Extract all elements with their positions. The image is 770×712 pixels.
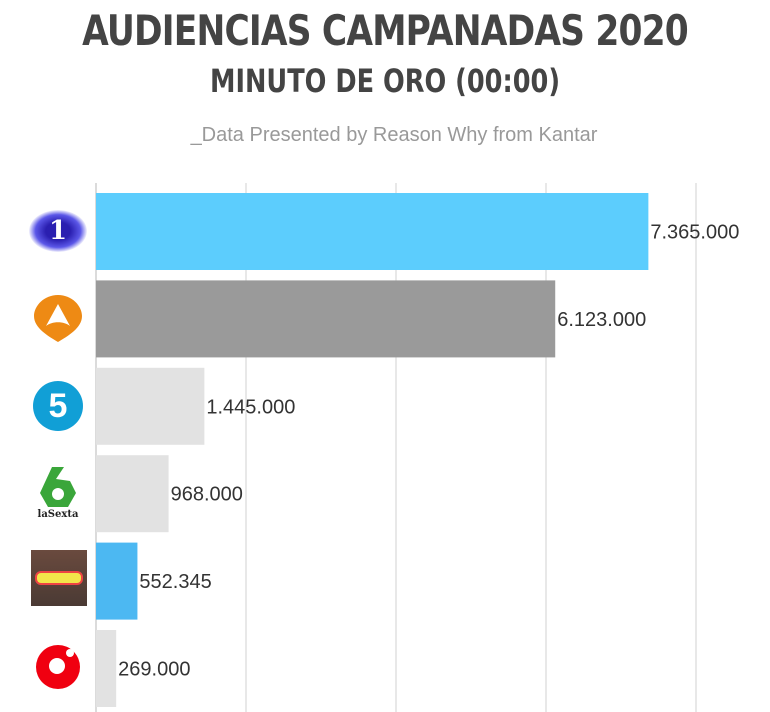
data-label: 552.345 — [139, 571, 211, 593]
data-label: 7.365.000 — [650, 222, 739, 244]
bar-lasexta-logo — [96, 455, 169, 533]
telecinco-logo-icon: 5 — [28, 376, 88, 436]
bar-la1-logo — [96, 193, 649, 270]
bar-telecinco-logo — [96, 367, 205, 445]
data-label: 6.123.000 — [557, 309, 646, 331]
cuatro-logo-icon — [28, 637, 88, 697]
data-label: 968.000 — [171, 484, 243, 506]
chart-title: AUDIENCIAS CAMPANADAS 2020 — [82, 6, 689, 55]
chart-subtitle: MINUTO DE ORO (00:00) — [209, 62, 561, 100]
streamer-photo-icon — [31, 550, 87, 606]
antena3-logo-icon — [28, 288, 88, 348]
lasexta-logo-icon: laSexta — [28, 462, 88, 522]
bar-cuatro-logo — [96, 630, 117, 707]
bar-streamer-photo — [96, 542, 138, 620]
bar-antena3-logo — [96, 280, 556, 358]
data-label: 1.445.000 — [206, 396, 295, 418]
data-label: 269.000 — [118, 659, 190, 681]
la1-logo-icon: 1 — [28, 201, 88, 261]
chart-source: _Data Presented by Reason Why from Kanta… — [190, 124, 598, 146]
